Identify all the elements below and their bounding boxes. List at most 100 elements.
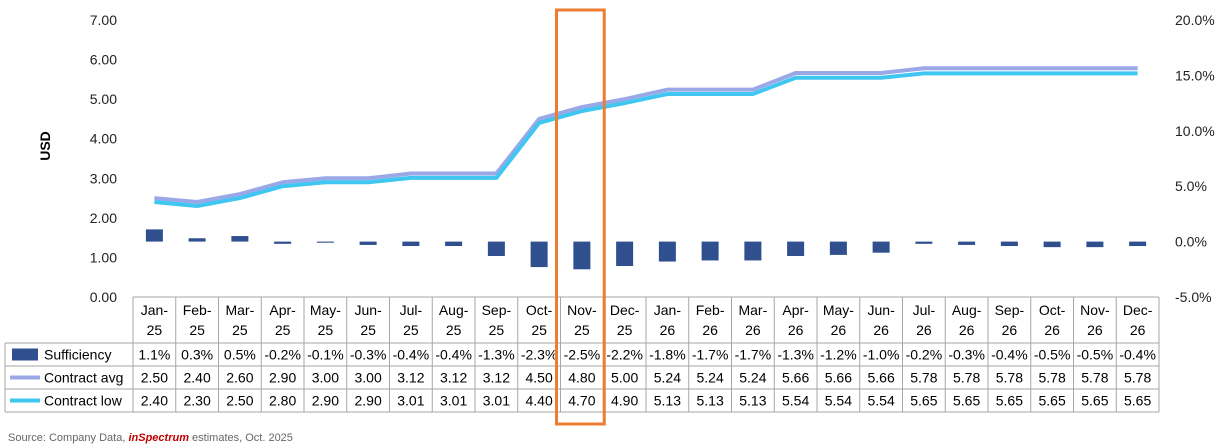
x-tick-label: 26 — [1130, 322, 1146, 338]
data-label: 2.60 — [226, 370, 253, 386]
contract-low-line — [154, 71, 1138, 208]
data-label: 5.24 — [654, 370, 681, 386]
sufficiency-bar — [1000, 241, 1018, 247]
data-label: 5.66 — [868, 370, 895, 386]
data-label: 4.90 — [611, 393, 638, 409]
data-label: 5.54 — [825, 393, 852, 409]
legend-label: Sufficiency — [44, 347, 111, 363]
y-right-tick: 15.0% — [1175, 67, 1215, 83]
data-label: 4.80 — [568, 370, 595, 386]
sufficiency-bar — [487, 241, 505, 257]
data-label: 2.80 — [269, 393, 296, 409]
data-label: 5.54 — [782, 393, 809, 409]
data-label: 5.78 — [1081, 370, 1108, 386]
data-label: 2.90 — [355, 393, 382, 409]
sufficiency-bar — [1043, 241, 1061, 248]
data-label: 5.13 — [739, 393, 766, 409]
x-tick-label: Mar- — [738, 302, 767, 318]
sufficiency-bar — [573, 241, 591, 270]
x-tick-label: 25 — [189, 322, 205, 338]
data-label: 2.40 — [141, 393, 168, 409]
x-tick-label: 26 — [702, 322, 718, 338]
data-label: 5.65 — [996, 393, 1023, 409]
data-label: 3.00 — [312, 370, 339, 386]
sufficiency-bar — [445, 241, 463, 247]
sufficiency-bar — [701, 241, 719, 261]
sufficiency-bar — [188, 238, 206, 242]
x-tick-label: Jan- — [654, 302, 682, 318]
x-tick-label: Oct- — [526, 302, 553, 318]
y-axis-label: USD — [37, 131, 53, 161]
data-label: -0.3% — [948, 347, 985, 363]
x-tick-label: Jan- — [141, 302, 169, 318]
data-label: -0.5% — [1077, 347, 1114, 363]
legend-label: Contract avg — [44, 370, 123, 386]
y-left-tick: 7.00 — [90, 12, 117, 28]
data-label: 2.90 — [312, 393, 339, 409]
data-label: -1.8% — [649, 347, 686, 363]
x-tick-label: 25 — [574, 322, 590, 338]
y-right-tick: 20.0% — [1175, 12, 1215, 28]
x-tick-label: Jul- — [400, 302, 423, 318]
data-label: -0.2% — [906, 347, 943, 363]
data-label: 5.13 — [697, 393, 724, 409]
data-label: -2.2% — [606, 347, 643, 363]
x-tick-label: Nov- — [567, 302, 597, 318]
x-tick-label: Sep- — [482, 302, 512, 318]
x-tick-label: 25 — [489, 322, 505, 338]
y-right-tick: 10.0% — [1175, 123, 1215, 139]
x-tick-label: 25 — [446, 322, 462, 338]
data-label: -0.4% — [991, 347, 1028, 363]
sufficiency-bar — [616, 241, 634, 266]
source-note: Source: Company Data, inSpectrum estimat… — [8, 432, 293, 444]
data-label: 3.01 — [483, 393, 510, 409]
y-right-tick: 0.0% — [1175, 234, 1207, 250]
x-tick-label: Oct- — [1039, 302, 1066, 318]
x-tick-label: 25 — [232, 322, 248, 338]
data-label: 2.50 — [226, 393, 253, 409]
data-label: 5.00 — [611, 370, 638, 386]
x-tick-label: 25 — [617, 322, 633, 338]
x-tick-label: 26 — [1002, 322, 1018, 338]
data-label: -0.5% — [1034, 347, 1071, 363]
y-left-tick: 0.00 — [90, 289, 117, 305]
data-label: 3.01 — [440, 393, 467, 409]
data-label: 5.66 — [782, 370, 809, 386]
data-label: 2.40 — [184, 370, 211, 386]
x-tick-label: 25 — [403, 322, 419, 338]
data-label: 0.3% — [181, 347, 213, 363]
data-label: -0.4% — [393, 347, 430, 363]
x-tick-label: Sep- — [995, 302, 1025, 318]
data-label: -0.1% — [307, 347, 344, 363]
x-tick-label: Apr- — [782, 302, 809, 318]
data-label: 5.65 — [1081, 393, 1108, 409]
data-label: 0.5% — [224, 347, 256, 363]
x-tick-label: Jul- — [913, 302, 936, 318]
data-label: 5.78 — [953, 370, 980, 386]
data-label: 5.65 — [1124, 393, 1151, 409]
x-tick-label: Feb- — [183, 302, 212, 318]
sufficiency-bar — [359, 241, 377, 245]
data-label: -1.3% — [777, 347, 814, 363]
data-label: 5.66 — [825, 370, 852, 386]
x-tick-label: 25 — [147, 322, 163, 338]
x-tick-label: Aug- — [952, 302, 982, 318]
y-right-tick: -5.0% — [1175, 289, 1212, 305]
sufficiency-bar — [316, 241, 334, 243]
sufficiency-bar — [872, 241, 890, 253]
y-left-tick: 3.00 — [90, 170, 117, 186]
data-label: -1.7% — [735, 347, 772, 363]
data-label: 2.50 — [141, 370, 168, 386]
data-label: 5.65 — [1039, 393, 1066, 409]
y-right-tick: 5.0% — [1175, 178, 1207, 194]
data-label: 3.00 — [355, 370, 382, 386]
data-label: 5.13 — [654, 393, 681, 409]
y-left-tick: 6.00 — [90, 52, 117, 68]
x-tick-label: 26 — [660, 322, 676, 338]
data-label: -1.2% — [820, 347, 857, 363]
data-label: -2.3% — [521, 347, 558, 363]
data-label: -1.7% — [692, 347, 729, 363]
y-left-tick: 1.00 — [90, 249, 117, 265]
contract-avg-line — [154, 66, 1138, 205]
